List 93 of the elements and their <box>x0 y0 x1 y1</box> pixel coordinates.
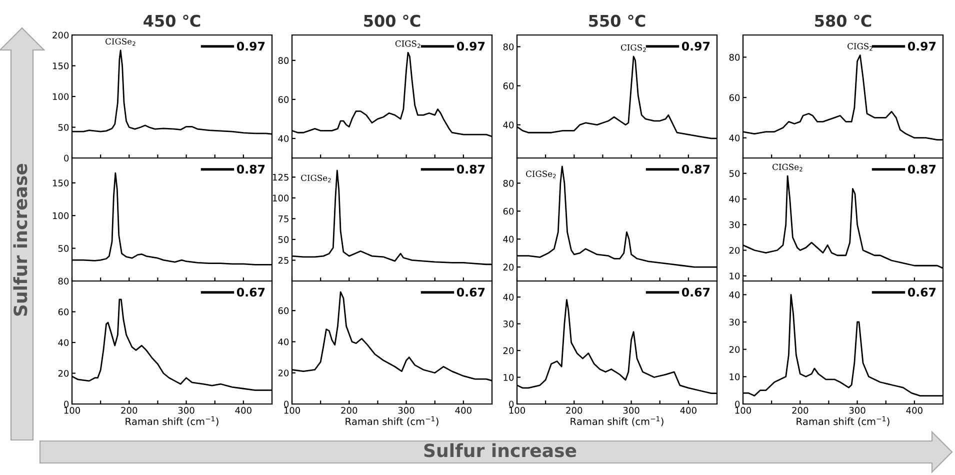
text: Sulfur increase <box>424 443 576 458</box>
x-axis-title: Raman shift (cm$^{−1}$) <box>126 416 218 426</box>
x-tick-label: 200 <box>121 406 138 414</box>
text: Sulfur increase <box>13 164 28 316</box>
y-tick-label: 40 <box>729 291 740 298</box>
x-axis-title: Raman shift (cm$^{−1}$) <box>796 416 890 426</box>
y-tick-label: 125 <box>272 174 288 181</box>
chart-title: 500 ℃ <box>364 14 420 27</box>
y-tick-label: 40 <box>503 236 514 243</box>
y-tick-label: 60 <box>729 94 740 102</box>
y-tick-label: 40 <box>503 294 514 301</box>
y-tick-label: 150 <box>52 62 69 70</box>
y-tick-label: 60 <box>278 307 289 314</box>
y-tick-label: 60 <box>503 82 514 90</box>
annotation: CIGSe$_{2}$ <box>301 174 331 182</box>
x-tick-label: 400 <box>906 406 922 414</box>
x-tick-label: 400 <box>680 406 696 414</box>
y-tick-label: 60 <box>278 96 289 103</box>
y-tick-label: 0 <box>284 400 289 408</box>
annotation: CIGSe$_{2}$ <box>526 170 556 178</box>
x-tick-label: 300 <box>849 406 866 414</box>
legend-label: 0.67 <box>682 288 710 297</box>
y-tick-label: 150 <box>52 180 69 186</box>
chart-title: 550 ℃ <box>589 14 646 27</box>
annotation: CIGS$_{2}$ <box>620 44 646 52</box>
x-tick-label: 300 <box>178 406 194 414</box>
chart-title: 580 ℃ <box>815 14 872 27</box>
y-tick-label: 0 <box>509 400 514 408</box>
y-tick-label: 40 <box>278 135 289 142</box>
y-tick-label: 100 <box>272 194 289 202</box>
y-tick-label: 0 <box>735 400 740 408</box>
y-tick-label: 80 <box>503 43 514 50</box>
y-tick-label: 40 <box>729 134 740 142</box>
annotation: CIGSe$_{2}$ <box>106 38 136 46</box>
y-tick-label: 60 <box>503 208 514 215</box>
x-tick-label: 300 <box>623 406 640 414</box>
y-tick-label: 50 <box>58 245 69 252</box>
y-tick-label: 0 <box>64 400 69 408</box>
legend-label: 0.67 <box>236 288 265 297</box>
legend-label: 0.87 <box>908 164 936 174</box>
y-tick-label: 40 <box>278 338 289 346</box>
y-tick-label: 100 <box>52 93 69 100</box>
legend-label: 0.97 <box>456 42 485 51</box>
legend-label: 0.87 <box>236 164 265 174</box>
y-tick-label: 25 <box>278 256 288 264</box>
y-tick-label: 75 <box>278 216 288 222</box>
y-tick-label: 20 <box>729 246 740 254</box>
x-tick-label: 100 <box>284 406 300 414</box>
y-tick-label: 0 <box>64 154 69 162</box>
x-tick-label: 400 <box>455 406 472 414</box>
legend-label: 0.97 <box>236 42 265 51</box>
y-tick-label: 30 <box>729 221 740 228</box>
y-tick-label: 40 <box>729 196 740 203</box>
y-tick-label: 10 <box>504 374 514 381</box>
y-tick-label: 30 <box>729 318 740 326</box>
x-tick-label: 200 <box>566 406 582 414</box>
y-tick-label: 40 <box>503 122 514 128</box>
y-tick-label: 20 <box>729 346 740 353</box>
x-axis-title: Raman shift (cm$^{−1}$) <box>346 416 438 426</box>
y-tick-label: 50 <box>729 170 740 177</box>
annotation: CIGSe$_{2}$ <box>772 164 802 172</box>
y-tick-label: 20 <box>278 370 289 376</box>
y-tick-label: 80 <box>729 54 740 61</box>
y-tick-label: 10 <box>730 272 740 280</box>
x-tick-label: 100 <box>509 406 526 414</box>
y-tick-label: 10 <box>730 373 740 380</box>
x-tick-label: 400 <box>235 406 252 414</box>
chart-title: 450 ℃ <box>144 14 200 27</box>
y-tick-label: 100 <box>52 212 69 220</box>
y-tick-label: 200 <box>52 32 69 39</box>
x-tick-label: 200 <box>792 406 808 414</box>
y-tick-label: 80 <box>58 278 69 285</box>
x-tick-label: 100 <box>735 406 752 414</box>
y-tick-label: 80 <box>503 180 514 187</box>
x-tick-label: 200 <box>341 406 358 414</box>
y-tick-label: 30 <box>503 320 514 328</box>
y-tick-label: 20 <box>58 370 69 377</box>
x-tick-label: 300 <box>398 406 414 414</box>
legend-label: 0.97 <box>682 42 710 51</box>
y-tick-label: 50 <box>278 236 289 244</box>
y-tick-label: 50 <box>58 124 69 131</box>
y-tick-label: 20 <box>503 347 514 354</box>
x-axis-title: Raman shift (cm$^{−1}$) <box>570 416 664 426</box>
legend-label: 0.87 <box>682 164 710 174</box>
y-tick-label: 80 <box>278 57 289 64</box>
legend-label: 0.67 <box>908 288 936 297</box>
legend-label: 0.67 <box>456 288 485 297</box>
annotation: CIGS$_{2}$ <box>395 40 420 48</box>
y-tick-label: 60 <box>58 308 69 316</box>
legend-label: 0.97 <box>908 42 936 51</box>
legend-label: 0.87 <box>456 164 485 174</box>
y-tick-label: 20 <box>503 264 514 271</box>
y-tick-label: 40 <box>58 339 69 346</box>
